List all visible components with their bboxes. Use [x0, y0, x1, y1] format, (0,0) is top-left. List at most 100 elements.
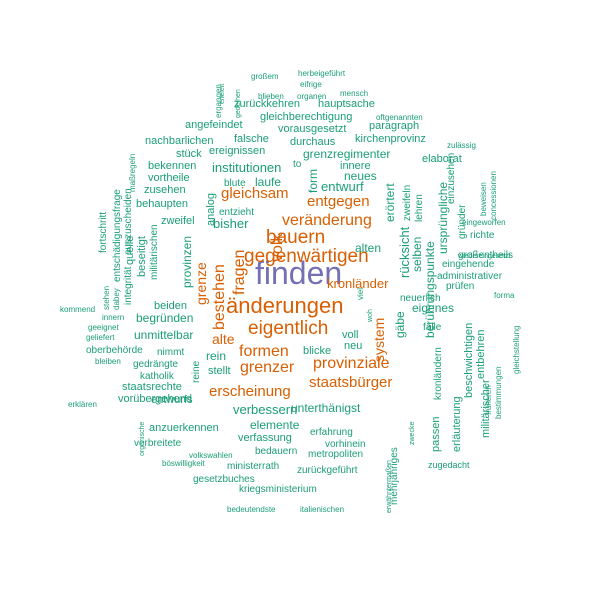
- word-bedauern: bedauern: [255, 445, 298, 457]
- word-eifrige: eifrige: [300, 80, 322, 90]
- word-zweifel: zweifel: [161, 214, 195, 227]
- word-bauern: bauern: [266, 227, 326, 249]
- word-viel: viel: [356, 287, 365, 300]
- word-italienischen: italienischen: [300, 505, 345, 515]
- word-stueck: stück: [176, 147, 202, 160]
- word-erklaeren: erklären: [68, 400, 97, 410]
- word-administrativer: administrativer: [437, 270, 503, 282]
- word-wiedereingesetzt: wiedereingesetzt: [458, 253, 511, 261]
- word-neuerlich: neuerlich: [400, 292, 441, 304]
- word-oftgenannten: oftgenannten: [376, 113, 423, 123]
- word-ministerrath: ministerrath: [227, 460, 280, 472]
- word-woh: woh: [367, 309, 374, 322]
- word-voruebergehend: vorübergehend: [118, 392, 193, 405]
- word-anzuerkennen: anzuerkennen: [149, 421, 219, 434]
- word-zulaessig: zulässig: [447, 141, 476, 151]
- word-staatsrechte: staatsrechte: [122, 380, 182, 393]
- word-grossentheils: großentheils: [458, 249, 514, 261]
- word-beschwichtigen: beschwichtigen: [463, 322, 475, 398]
- word-to: to: [293, 158, 302, 170]
- word-geliefert: geliefert: [86, 333, 115, 343]
- word-institutionen: institutionen: [212, 160, 282, 176]
- word-herbeigefuehrt: herbeigeführt: [298, 69, 346, 79]
- word-alte: alte: [212, 330, 235, 347]
- word-integritaet: integrität: [123, 266, 134, 305]
- word-paragraph: paragraph: [369, 119, 420, 132]
- word-entbehren: entbehren: [475, 329, 487, 379]
- word-richte: richte: [470, 229, 495, 241]
- word-formen: formen: [239, 342, 289, 360]
- word-verbessern: verbessern: [233, 402, 298, 418]
- word-gegenwaertigen: gegenwärtigen: [244, 246, 369, 268]
- word-provinzen: provinzen: [180, 235, 194, 288]
- word-gaebe: gäbe: [393, 311, 407, 338]
- word-bleiben: bleiben: [95, 357, 121, 367]
- word-beiden: beiden: [154, 299, 188, 312]
- word-entschaedigungsfrage: entschädigungsfrage: [112, 189, 123, 282]
- word-form: form: [306, 169, 320, 193]
- word-analog: analog: [205, 192, 217, 226]
- word-eigentlich: eigentlich: [248, 318, 329, 340]
- word-finden: finden: [255, 254, 343, 291]
- word-zwecke: zwecke: [409, 421, 416, 445]
- word-geeignet: geeignet: [88, 323, 119, 333]
- word-volk: volk: [269, 233, 286, 262]
- word-volkswahlen: volkswahlen: [189, 451, 233, 461]
- word-gesetzbuches: gesetzbuches: [193, 473, 255, 485]
- word-vorausgesetzt: vorausgesetzt: [278, 122, 347, 135]
- word-oberbehoerde: oberbehörde: [86, 344, 143, 356]
- word-nachbarlichen: nachbarlichen: [145, 134, 214, 147]
- word-hauptsache: hauptsache: [318, 97, 375, 110]
- word-bekennen: bekennen: [148, 159, 197, 172]
- word-zurueckkehren: zurückkehren: [234, 97, 301, 110]
- word-lehren: lehren: [414, 194, 425, 222]
- word-kriegsministerium: kriegsministerium: [239, 483, 317, 495]
- word-frueheren: früheren: [484, 385, 493, 415]
- word-gleichstellung: gleichstellung: [512, 325, 521, 374]
- word-kronlaendern: kronländern: [433, 347, 444, 400]
- word-falsche: falsche: [234, 132, 269, 145]
- word-unmittelbar: unmittelbar: [134, 328, 194, 343]
- word-veraenderung: veränderung: [282, 211, 372, 229]
- word-erscheinung: erscheinung: [209, 382, 291, 400]
- word-bedeutendste: bedeutendste: [227, 505, 276, 515]
- word-rein: rein: [206, 349, 227, 364]
- word-zugedacht: zugedacht: [428, 459, 470, 470]
- word-eigenes: eigenes: [412, 301, 455, 316]
- word-staatsbuerger: staatsbürger: [309, 373, 393, 391]
- word-entzieht: entzieht: [219, 206, 255, 218]
- word-forma: forma: [494, 291, 515, 301]
- word-angefeindet: angefeindet: [185, 118, 243, 131]
- word-concessionen: concessionen: [489, 171, 498, 220]
- word-zurueckgefuehrt: zurückgeführt: [297, 464, 358, 476]
- word-erlaeuterung: erläuterung: [451, 396, 463, 452]
- word-erfahrung: erfahrung: [310, 426, 353, 438]
- word-eiteleit: eiteleit: [219, 83, 226, 104]
- word-boeswilligkeit: böswilligkeit: [162, 459, 205, 469]
- word-faelle: fälle: [423, 321, 442, 333]
- word-vorhinein: vorhinein: [325, 438, 366, 450]
- word-gedraengte: gedrängte: [133, 358, 179, 370]
- word-entwurf: entwurf: [321, 179, 364, 195]
- word-beweisen: beweisen: [479, 182, 488, 216]
- word-nimmt: nimmt: [157, 346, 185, 358]
- word-fragen: fragen: [231, 249, 248, 295]
- word-grenze: grenze: [193, 262, 209, 305]
- word-ereignissen: ereignissen: [209, 144, 266, 157]
- word-mensch: mensch: [340, 89, 369, 99]
- word-beseitigt: beseitigt: [136, 236, 148, 277]
- word-massregeln: maßregeln: [128, 153, 137, 192]
- word-unterthaenigst: unterthänigst: [291, 401, 361, 416]
- word-eingehende: eingehende: [442, 258, 495, 270]
- word-zweifeln: zweifeln: [402, 184, 413, 221]
- word-gleichberechtigung: gleichberechtigung: [260, 110, 353, 123]
- word-erwaehntermassen: erwähntermaßen: [386, 460, 393, 513]
- word-einzusehen: einzusehen: [446, 152, 457, 204]
- word-grenzer: grenzer: [240, 358, 295, 376]
- word-stehen: stehen: [102, 285, 111, 310]
- word-provinziale: provinziale: [313, 354, 390, 372]
- word-behaupten: behaupten: [136, 197, 188, 210]
- word-katholik: katholik: [140, 370, 174, 382]
- word-blieben: blieben: [258, 92, 284, 102]
- word-kirchenprovinz: kirchenprovinz: [355, 132, 426, 145]
